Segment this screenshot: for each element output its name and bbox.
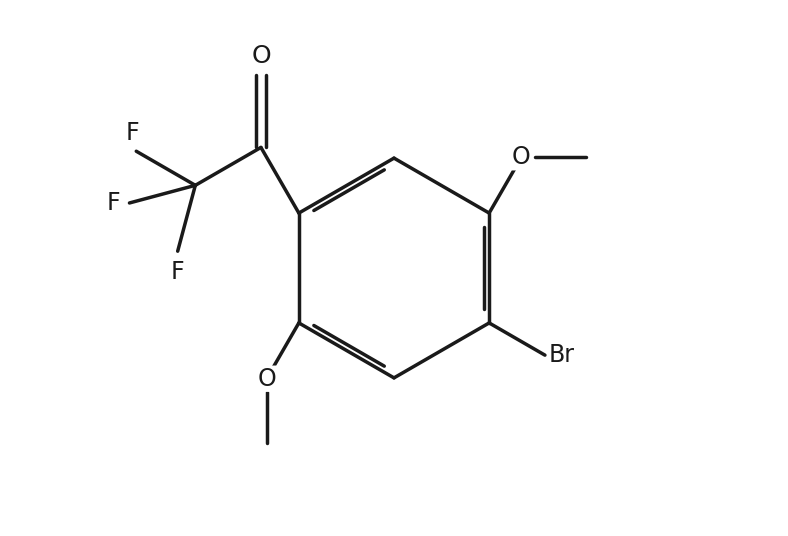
Text: O: O <box>257 367 276 391</box>
Text: O: O <box>512 145 531 169</box>
Text: F: F <box>106 191 121 215</box>
Text: F: F <box>125 121 139 145</box>
Text: Br: Br <box>548 343 574 367</box>
Text: O: O <box>251 44 271 68</box>
Text: F: F <box>171 260 184 284</box>
